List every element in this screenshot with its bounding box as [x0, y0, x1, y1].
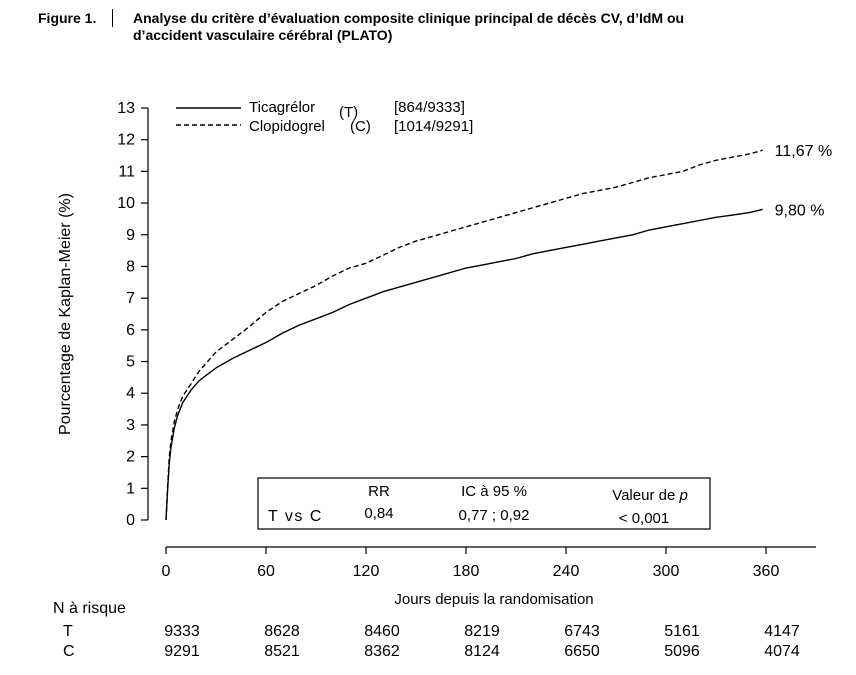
risk-row-label: C: [63, 643, 75, 660]
stats-box: RR IC à 95 % Valeur de p T vs C 0,84 0,7…: [257, 477, 711, 530]
risk-table-title: N à risque: [53, 600, 126, 617]
x-tick-label: 180: [453, 563, 480, 580]
risk-cell: 4074: [764, 643, 800, 660]
figure-title-line-1: Analyse du critère d’évaluation composit…: [133, 10, 685, 26]
series-lines: [165, 149, 763, 521]
legend-counts-ticagrelor: [864/9333]: [394, 99, 465, 116]
y-tick-label: 6: [126, 322, 135, 339]
x-tick-label: 60: [257, 563, 275, 580]
y-tick-label: 9: [126, 227, 135, 244]
risk-cell: 4147: [764, 623, 800, 640]
y-tick-label: 7: [126, 290, 135, 307]
risk-cell: 8124: [464, 643, 500, 660]
risk-cell: 8628: [264, 623, 300, 640]
stats-ci-value: 0,77 ; 0,92: [459, 507, 530, 524]
y-tick-label: 8: [126, 258, 135, 275]
x-tick-label: 360: [753, 563, 780, 580]
series-line-clopidogrel: [165, 149, 763, 521]
risk-cell: 9333: [164, 623, 200, 640]
legend-code-ticagrelor: (T): [339, 104, 358, 121]
risk-row-label: T: [63, 623, 73, 640]
legend-counts-clopidogrel: [1014/9291]: [394, 118, 473, 135]
stats-p-header: Valeur de p: [612, 487, 688, 504]
x-axis-label: Jours depuis la randomisation: [394, 591, 593, 608]
stats-p-value: < 0,001: [619, 510, 669, 527]
y-tick-label: 1: [126, 480, 135, 497]
x-tick-label: 240: [553, 563, 580, 580]
risk-cell: 5161: [664, 623, 700, 640]
risk-cell: 9291: [164, 643, 200, 660]
stats-comparison: T vs C: [268, 508, 323, 525]
figure-title-line-2: d’accident vasculaire cérébral (PLATO): [133, 27, 393, 43]
y-tick-label: 12: [117, 132, 135, 149]
legend: Ticagrélor (T) [864/9333] Clopidogrel (C…: [176, 99, 473, 135]
end-labels: 9,80 % 11,67 %: [775, 143, 833, 219]
risk-cell: 6743: [564, 623, 600, 640]
figure-title: Analyse du critère d’évaluation composit…: [133, 10, 684, 44]
y-tick-label: 3: [126, 417, 135, 434]
risk-cell: 6650: [564, 643, 600, 660]
end-label-ticagrelor: 9,80 %: [775, 202, 825, 219]
y-tick-label: 11: [118, 163, 135, 180]
stats-rr-header: RR: [368, 483, 390, 500]
series-line-ticagrelor: [165, 208, 763, 521]
x-tick-label: 120: [353, 563, 380, 580]
y-axis-label: Pourcentage de Kaplan-Meier (%): [57, 193, 74, 435]
risk-cell: 8219: [464, 623, 500, 640]
y-tick-label: 5: [126, 354, 135, 371]
stats-rr-value: 0,84: [364, 505, 393, 522]
stats-ci-header: IC à 95 %: [461, 483, 527, 500]
legend-name-ticagrelor: Ticagrélor: [249, 99, 315, 116]
risk-cell: 8362: [364, 643, 400, 660]
y-tick-label: 2: [126, 449, 135, 466]
x-tick-label: 0: [162, 563, 171, 580]
stats-p-header-symbol: p: [678, 487, 687, 504]
risk-cell: 5096: [664, 643, 700, 660]
stats-box-frame: [257, 477, 711, 530]
figure-label-divider: [112, 9, 113, 27]
risk-cell: 8460: [364, 623, 400, 640]
y-tick-label: 4: [126, 385, 135, 402]
figure-label: Figure 1.: [38, 10, 97, 26]
legend-name-clopidogrel: Clopidogrel: [249, 118, 325, 135]
y-tick-label: 13: [117, 100, 135, 117]
stats-p-header-prefix: Valeur de: [612, 487, 675, 504]
risk-cell: 8521: [264, 643, 300, 660]
end-label-clopidogrel: 11,67 %: [775, 143, 833, 160]
y-tick-label: 0: [126, 512, 135, 529]
y-tick-label: 10: [117, 195, 135, 212]
legend-code-clopidogrel: (C): [350, 118, 371, 135]
x-axis: 0 60 120 180 240 300 360: [162, 546, 816, 580]
x-tick-label: 300: [653, 563, 680, 580]
